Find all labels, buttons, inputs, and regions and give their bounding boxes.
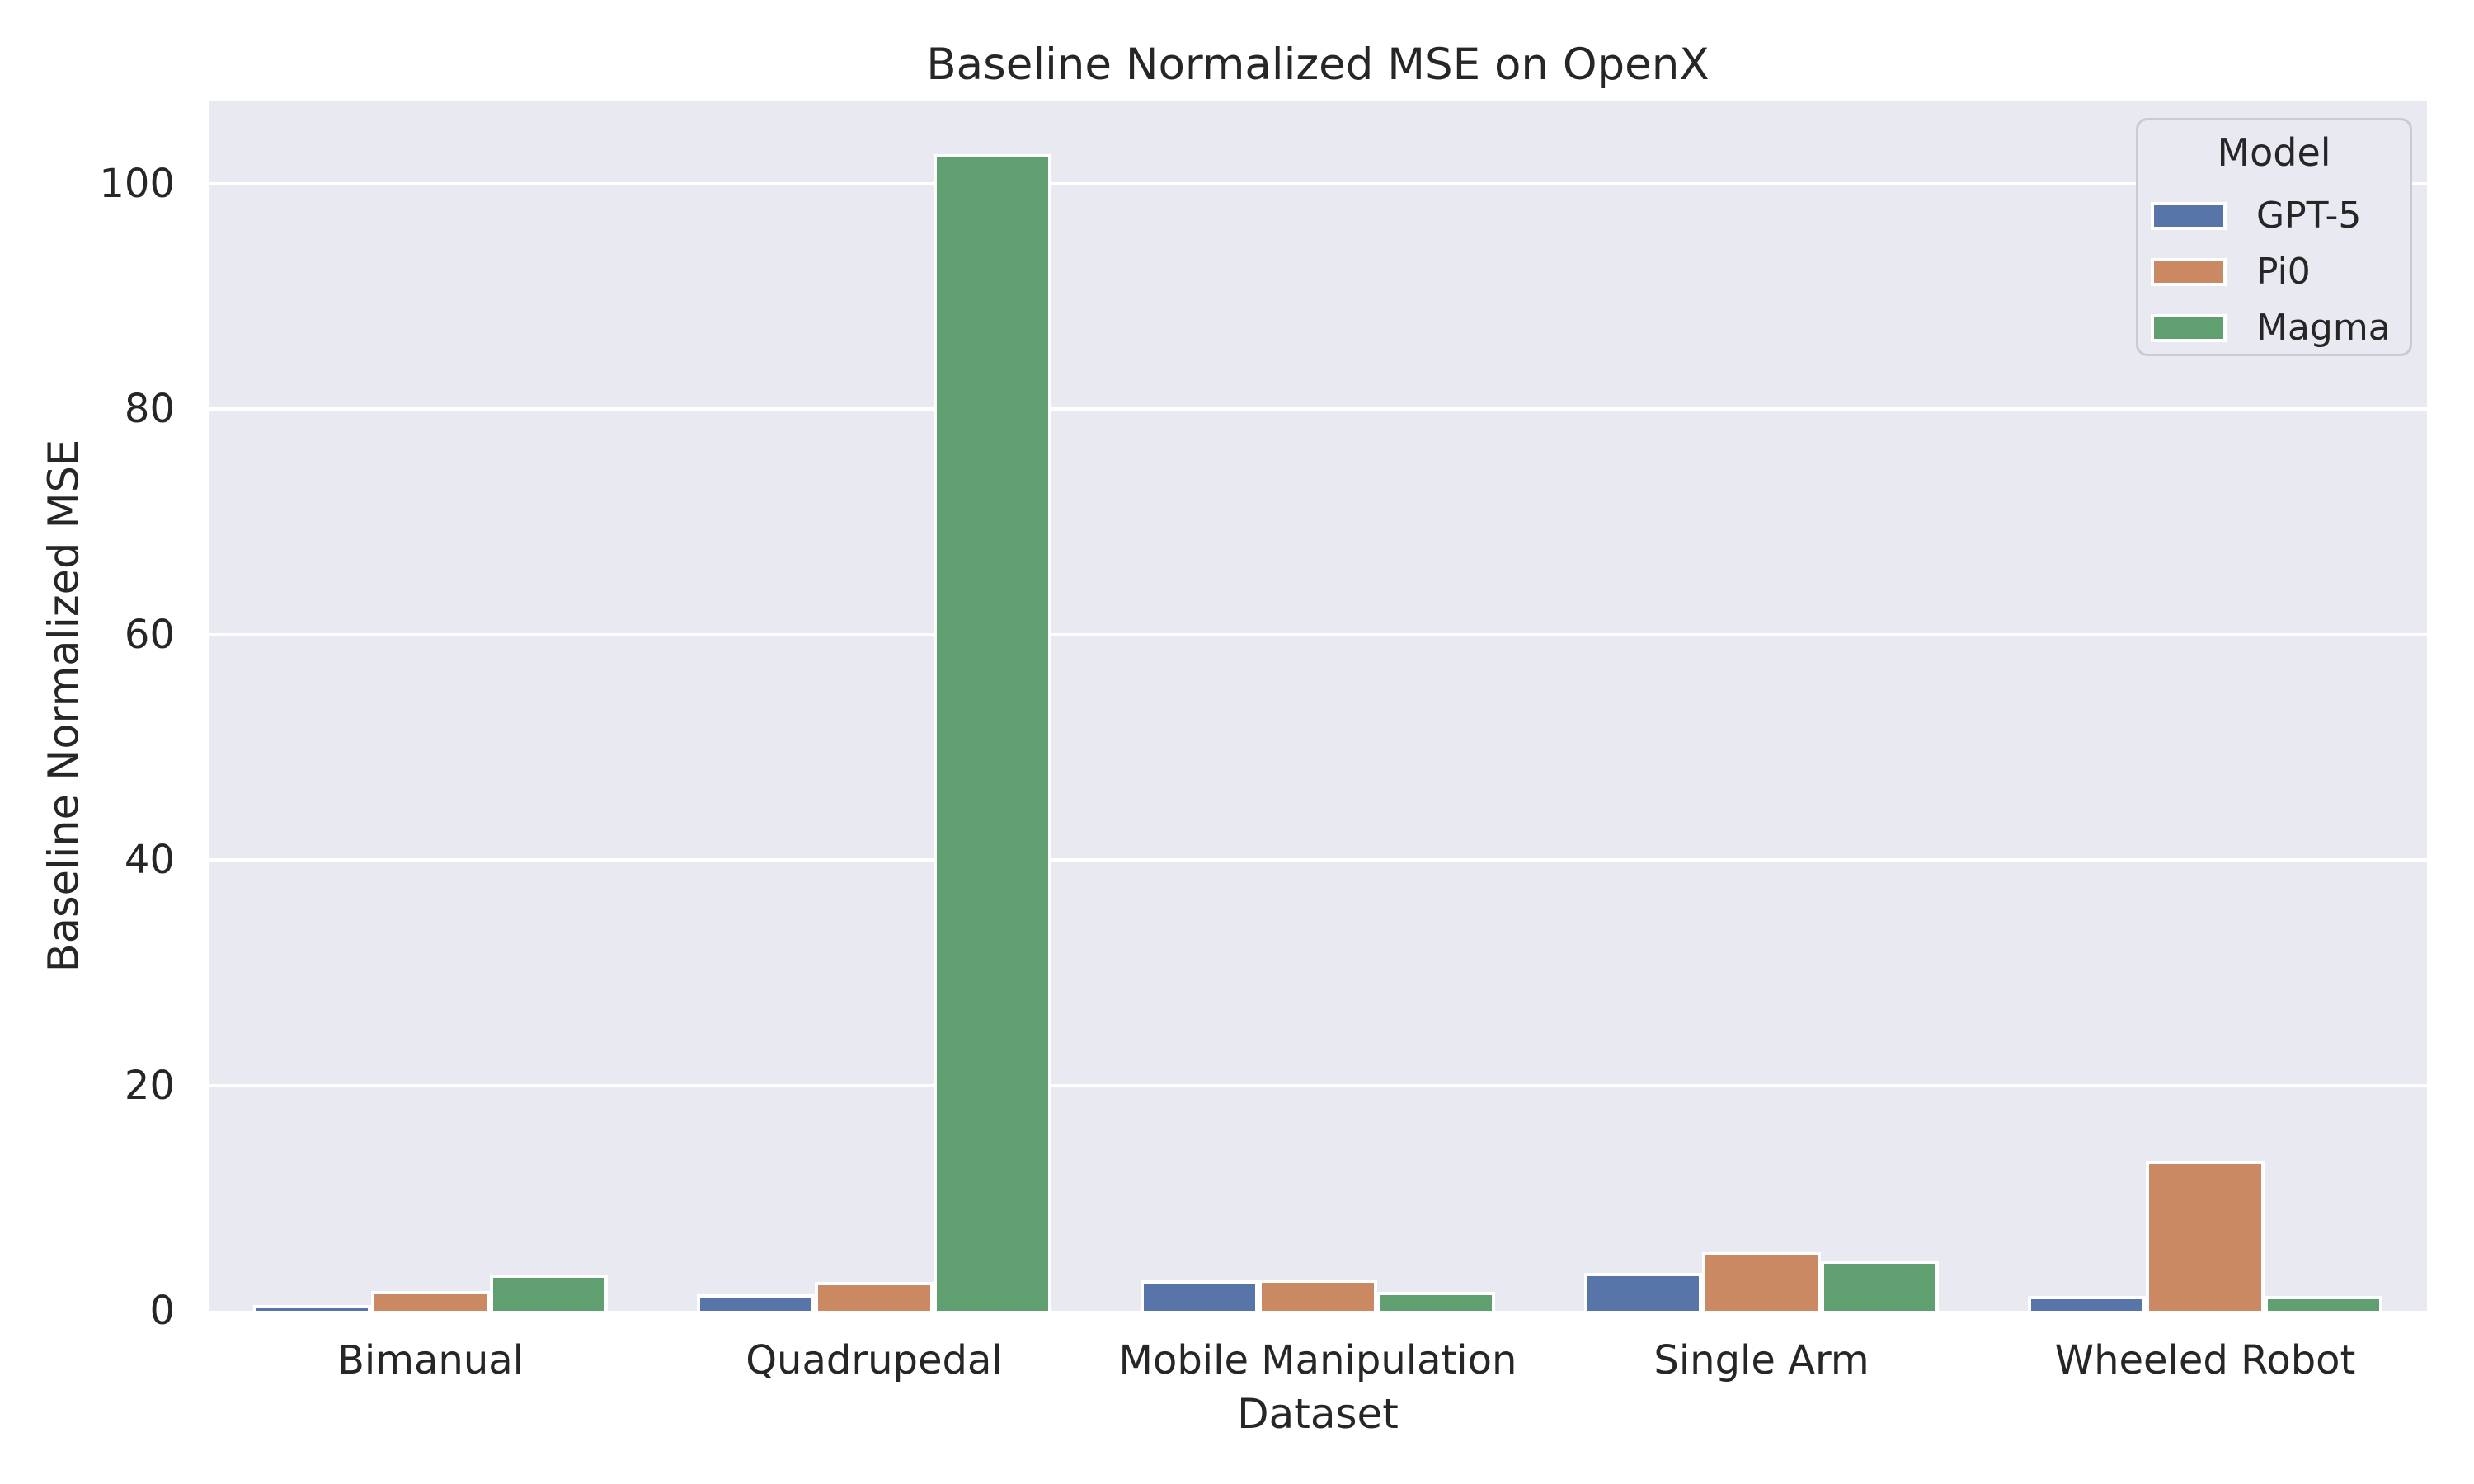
bar-mobile-manipulation-gpt-5 <box>1140 1280 1259 1311</box>
x-tick-label-wheeled-robot: Wheeled Robot <box>2054 1337 2356 1383</box>
x-axis-label: Dataset <box>1237 1390 1399 1438</box>
x-tick-label-bimanual: Bimanual <box>336 1337 524 1383</box>
gridline-y-60 <box>209 632 2427 636</box>
legend-swatch-gpt-5 <box>2151 202 2227 230</box>
y-tick-label-100: 100 <box>99 160 175 207</box>
bar-bimanual-gpt-5 <box>252 1305 372 1311</box>
bar-wheeled-robot-pi0 <box>2146 1161 2265 1311</box>
bar-quadrupedal-gpt-5 <box>696 1294 816 1311</box>
y-tick-label-0: 0 <box>149 1288 175 1334</box>
bar-wheeled-robot-gpt-5 <box>2027 1296 2147 1311</box>
gridline-y-20 <box>209 1083 2427 1087</box>
bar-single-arm-gpt-5 <box>1583 1272 1703 1311</box>
x-tick-label-mobile-manipulation: Mobile Manipulation <box>1118 1337 1517 1383</box>
legend-row-gpt-5: GPT-5 <box>2138 195 2410 237</box>
x-tick-label-single-arm: Single Arm <box>1653 1337 1870 1383</box>
legend-row-pi0: Pi0 <box>2138 251 2410 293</box>
y-tick-label-20: 20 <box>124 1062 175 1109</box>
bar-quadrupedal-magma <box>933 154 1052 1311</box>
legend-label-gpt-5: GPT-5 <box>2256 195 2362 237</box>
y-axis-label: Baseline Normalized MSE <box>40 439 89 973</box>
bar-mobile-manipulation-pi0 <box>1258 1279 1377 1311</box>
legend-title: Model <box>2217 130 2331 175</box>
y-tick-label-60: 60 <box>124 611 175 658</box>
x-tick-label-quadrupedal: Quadrupedal <box>745 1337 1003 1383</box>
bar-wheeled-robot-magma <box>2264 1296 2383 1311</box>
legend-row-magma: Magma <box>2138 307 2410 349</box>
gridline-y-40 <box>209 858 2427 862</box>
legend: Model GPT-5 Pi0 Magma <box>2136 118 2412 356</box>
legend-label-magma: Magma <box>2256 307 2391 349</box>
bar-quadrupedal-pi0 <box>815 1281 934 1311</box>
gridline-y-100 <box>209 181 2427 186</box>
legend-swatch-magma <box>2151 314 2227 342</box>
legend-swatch-pi0 <box>2151 258 2227 286</box>
bar-bimanual-pi0 <box>371 1290 490 1311</box>
y-tick-label-40: 40 <box>124 837 175 884</box>
chart-title: Baseline Normalized MSE on OpenX <box>926 40 1710 90</box>
bar-single-arm-magma <box>1820 1260 1940 1311</box>
plot-area <box>209 101 2427 1311</box>
legend-label-pi0: Pi0 <box>2256 251 2311 293</box>
y-tick-label-80: 80 <box>124 386 175 433</box>
gridline-y-80 <box>209 407 2427 411</box>
bar-mobile-manipulation-magma <box>1376 1291 1496 1311</box>
bar-bimanual-magma <box>489 1275 609 1311</box>
bar-single-arm-pi0 <box>1702 1251 1821 1311</box>
